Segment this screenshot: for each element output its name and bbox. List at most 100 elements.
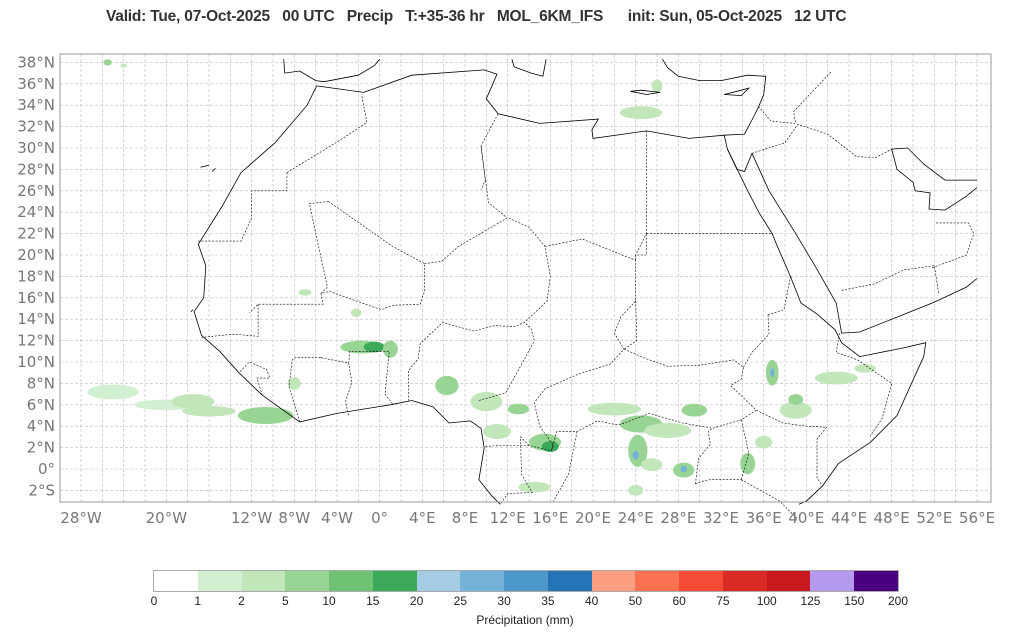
country-border xyxy=(345,363,353,416)
country-border xyxy=(743,314,770,368)
colorbar-tick-label: 75 xyxy=(716,594,730,608)
lon-tick-label: 4°E xyxy=(409,509,436,527)
colorbar-tick-label: 200 xyxy=(887,594,909,608)
precip-area xyxy=(788,394,804,405)
lat-tick-label: 26°N xyxy=(17,182,55,200)
lat-tick-label: 36°N xyxy=(17,75,55,93)
coastlines xyxy=(190,58,978,505)
coastline xyxy=(316,69,927,505)
precip-area xyxy=(483,424,511,440)
precip-area xyxy=(103,59,112,66)
gridlines xyxy=(60,54,991,502)
colorbar-swatch xyxy=(285,571,330,591)
country-border xyxy=(553,431,578,502)
colorbar-tick-label: 100 xyxy=(756,594,777,608)
colorbar-tick-label: 125 xyxy=(800,594,821,608)
country-border xyxy=(551,348,757,451)
country-border xyxy=(767,276,792,316)
coastline xyxy=(724,87,751,97)
country-border xyxy=(480,145,507,218)
lat-tick-label: 34°N xyxy=(17,96,55,114)
country-border xyxy=(756,409,828,487)
country-border xyxy=(841,265,939,294)
lon-tick-label: 28°W xyxy=(60,509,102,527)
precip-area xyxy=(587,402,642,416)
precip-area xyxy=(298,289,312,296)
colorbar-tick-label: 5 xyxy=(281,594,289,608)
lat-tick-label: 0° xyxy=(38,460,55,478)
colorbar-tick-label: 40 xyxy=(584,594,599,608)
precipitation-areas xyxy=(87,59,876,496)
lat-tick-label: 24°N xyxy=(17,203,55,221)
precip-area xyxy=(382,340,398,358)
lon-tick-label: 12°E xyxy=(490,509,526,527)
lon-tick-label: 48°E xyxy=(874,509,910,527)
colorbar-tick-label: 1 xyxy=(194,594,202,608)
country-border xyxy=(695,479,742,485)
colorbar-swatch xyxy=(854,571,899,591)
precip-area xyxy=(541,441,559,452)
country-border xyxy=(623,300,638,350)
colorbar-tick-label: 150 xyxy=(844,594,865,608)
precip-area xyxy=(681,403,708,417)
precip-area xyxy=(363,341,386,353)
lat-tick-label: 16°N xyxy=(17,289,55,307)
lat-tick-label: 2°S xyxy=(28,481,55,499)
precip-area xyxy=(171,394,215,410)
country-border xyxy=(751,124,892,158)
coastline xyxy=(211,168,216,172)
colorbar-title: Précipitation (mm) xyxy=(476,613,574,627)
coastline xyxy=(727,148,978,334)
lat-tick-label: 6°N xyxy=(27,396,55,414)
country-border xyxy=(480,113,499,190)
country-border xyxy=(249,201,425,314)
precip-area xyxy=(680,465,687,473)
lon-tick-label: 12°W xyxy=(231,509,273,527)
coastline xyxy=(630,89,661,95)
colorbar-tick-label: 60 xyxy=(672,594,686,608)
country-border xyxy=(201,304,259,338)
precip-area xyxy=(770,368,775,377)
lat-tick-label: 20°N xyxy=(17,246,55,264)
country-border xyxy=(932,222,975,269)
colorbar-swatch xyxy=(197,571,242,591)
map-title: Valid: Tue, 07-Oct-2025 00 UTC Precip T:… xyxy=(106,8,847,25)
colorbar-swatch xyxy=(241,571,286,591)
colorbar-tick-label: 15 xyxy=(366,594,380,608)
coastline xyxy=(190,309,194,312)
coastline xyxy=(891,147,978,211)
precip-area xyxy=(632,450,639,460)
lon-tick-label: 36°E xyxy=(746,509,782,527)
country-border xyxy=(478,322,535,401)
colorbar-swatch xyxy=(810,571,855,591)
colorbar-swatch xyxy=(766,571,811,591)
lat-tick-label: 12°N xyxy=(17,332,55,350)
country-border xyxy=(484,238,637,452)
lon-tick-label: 8°W xyxy=(278,509,310,527)
lon-tick-label: 44°E xyxy=(831,509,867,527)
lat-tick-label: 28°N xyxy=(17,160,55,178)
precip-area xyxy=(619,106,663,120)
colorbar-swatch xyxy=(635,571,680,591)
country-border xyxy=(635,130,647,261)
country-border xyxy=(286,94,368,173)
precip-area xyxy=(740,452,756,475)
colorbar-swatch xyxy=(372,571,417,591)
precip-area xyxy=(237,406,294,425)
country-border xyxy=(695,428,713,485)
lon-tick-label: 24°E xyxy=(618,509,654,527)
country-border xyxy=(308,201,329,294)
lat-tick-label: 22°N xyxy=(17,225,55,243)
colorbar-swatch xyxy=(329,571,373,591)
coastline xyxy=(283,58,381,83)
country-border xyxy=(741,419,750,480)
lon-tick-label: 56°E xyxy=(959,509,995,527)
colorbar-tick-label: 25 xyxy=(453,594,468,608)
precip-area xyxy=(287,376,301,390)
lat-tick-label: 2°N xyxy=(27,439,55,457)
colorbar-swatch xyxy=(722,571,767,591)
coastline xyxy=(511,59,547,77)
lat-tick-label: 18°N xyxy=(17,267,55,285)
colorbar-tick-label: 35 xyxy=(541,594,555,608)
precip-area xyxy=(507,403,530,415)
